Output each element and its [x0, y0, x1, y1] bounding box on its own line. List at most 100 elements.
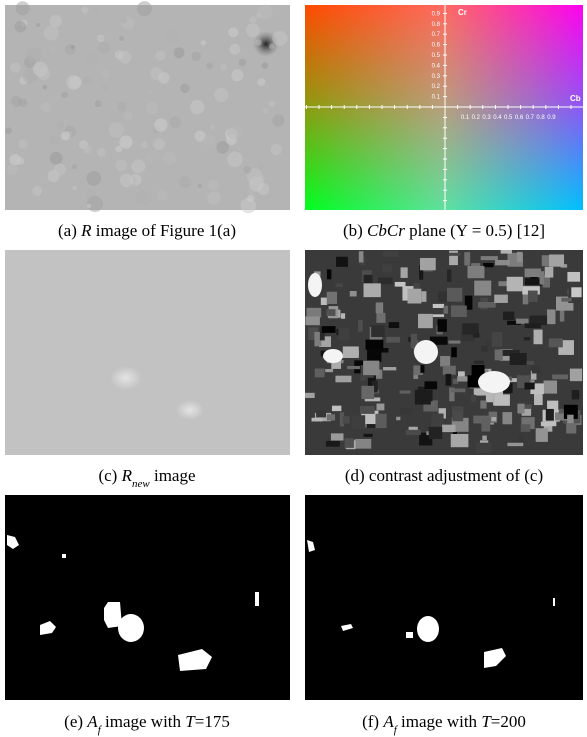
texture [259, 164, 263, 168]
texture [206, 62, 213, 69]
texture [269, 101, 275, 107]
texture [256, 13, 262, 19]
cb-tick-label: 0.1 [461, 115, 470, 121]
texture [383, 367, 396, 370]
cb-tick-label: 0.5 [504, 115, 513, 121]
texture [452, 408, 462, 411]
texture [332, 406, 341, 411]
texture [336, 283, 343, 287]
texture [482, 436, 487, 441]
texture [473, 333, 480, 337]
texture [18, 139, 28, 149]
texture [552, 375, 568, 380]
texture [401, 267, 408, 278]
figure: Cr Cb 0.10.20.30.40.50.60.70.80.90.10.20… [0, 0, 587, 737]
texture [86, 171, 101, 186]
texture [363, 361, 379, 375]
texture [451, 305, 467, 317]
texture [166, 28, 181, 43]
texture [364, 283, 381, 297]
panel-e-image [5, 495, 290, 700]
texture [198, 183, 202, 187]
texture [501, 250, 512, 254]
texture [43, 25, 58, 40]
texture [98, 42, 110, 54]
texture [389, 322, 399, 328]
texture [481, 418, 490, 432]
texture [343, 346, 359, 358]
texture [364, 434, 373, 437]
bright-region [110, 366, 142, 390]
texture [326, 309, 335, 316]
caption-part: A [86, 712, 98, 731]
texture [350, 291, 357, 296]
texture [32, 186, 42, 196]
texture [443, 366, 456, 375]
texture [481, 256, 498, 260]
caption-part: (e) [64, 712, 87, 731]
texture [549, 338, 563, 347]
texture [383, 264, 392, 272]
cb-tick-label: 0.3 [482, 115, 491, 121]
texture [525, 323, 541, 328]
texture [376, 313, 385, 323]
texture [228, 27, 238, 37]
texture [15, 21, 27, 33]
texture [474, 361, 484, 364]
texture [495, 260, 510, 265]
texture [327, 414, 335, 420]
texture [400, 390, 411, 393]
texture [528, 291, 538, 302]
texture [570, 369, 582, 382]
texture [112, 104, 119, 111]
texture [5, 127, 12, 134]
texture [116, 160, 128, 172]
panel-d-image [305, 250, 583, 455]
texture [559, 409, 564, 414]
texture [375, 414, 386, 428]
panel-a-image [5, 1, 290, 213]
texture [327, 292, 337, 304]
texture [503, 312, 514, 320]
texture [326, 441, 340, 447]
texture [327, 269, 331, 279]
texture [72, 186, 77, 191]
texture [154, 118, 167, 131]
texture [179, 176, 191, 188]
texture [451, 347, 457, 357]
texture [359, 251, 364, 262]
texture [208, 180, 219, 191]
texture [147, 89, 153, 95]
texture [201, 40, 206, 45]
texture [305, 316, 320, 325]
texture [449, 251, 458, 266]
texture [341, 313, 345, 319]
texture [516, 319, 528, 324]
texture [49, 15, 62, 28]
texture [420, 365, 424, 373]
image-background [5, 495, 290, 700]
texture [71, 45, 75, 49]
texture [377, 404, 385, 411]
texture [227, 152, 243, 168]
texture [255, 39, 262, 46]
texture [525, 269, 541, 278]
texture [170, 116, 182, 128]
texture [494, 394, 509, 405]
cr-tick-label: 0.6 [432, 43, 441, 49]
texture [26, 47, 41, 62]
texture [61, 131, 70, 140]
texture [450, 388, 465, 392]
texture [447, 288, 462, 302]
texture [61, 92, 67, 98]
caption-part: =175 [195, 712, 230, 731]
cr-tick-label: 0.7 [432, 32, 441, 38]
cb-tick-label: 0.4 [493, 115, 502, 121]
caption-part: R [80, 221, 92, 240]
texture [534, 330, 543, 345]
texture [257, 78, 265, 86]
texture [305, 393, 315, 398]
blob [417, 616, 439, 642]
caption-part: CbCr [367, 221, 405, 240]
